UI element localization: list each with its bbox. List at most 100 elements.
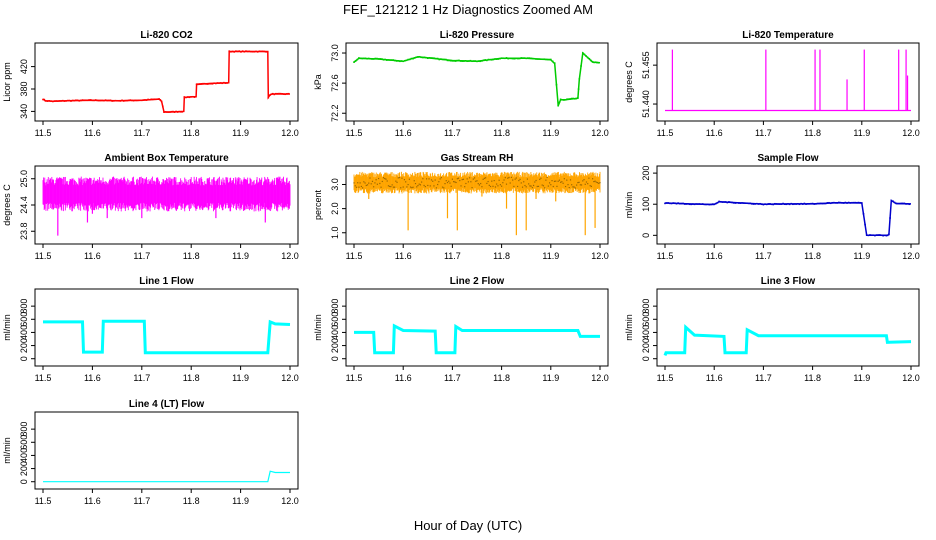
data-point-rh: [380, 186, 382, 188]
data-point-rh: [534, 181, 536, 183]
data-point-rh: [389, 185, 391, 188]
data-point-co2: [208, 82, 211, 85]
data-point-rh: [369, 177, 371, 179]
data-point-pressure: [484, 59, 486, 61]
data-point-rh: [592, 178, 594, 180]
data-point-sample_flow: [731, 201, 734, 204]
data-point-sample_flow: [877, 234, 879, 236]
data-point-pressure: [387, 59, 390, 61]
series-sample_flow: [664, 199, 912, 237]
data-point-co2: [121, 99, 123, 102]
data-point-sample_flow: [741, 202, 743, 204]
data-point-sample_flow: [688, 203, 691, 206]
data-point-co2: [68, 99, 71, 102]
data-point-pressure: [487, 58, 490, 61]
data-point-rh: [566, 179, 568, 181]
data-point-sample_flow: [790, 202, 793, 205]
data-point-rh: [440, 176, 442, 179]
x-tick-label-line2: 11.6: [395, 373, 412, 383]
data-point-co2: [202, 82, 204, 85]
y-tick-label-line3: 0: [641, 356, 651, 361]
data-point-rh: [411, 187, 413, 189]
x-tick-label-line4: 11.7: [133, 496, 150, 506]
data-point-rh: [497, 185, 499, 187]
data-point-pressure: [407, 58, 409, 61]
data-point-sample_flow: [664, 202, 666, 205]
data-point-co2: [260, 50, 262, 53]
data-point-rh: [385, 178, 387, 180]
data-line-sample_flow: [664, 199, 912, 237]
data-point-sample_flow: [767, 203, 770, 205]
data-point-co2: [195, 83, 198, 85]
data-point-co2: [185, 96, 187, 99]
data-point-co2: [93, 99, 95, 102]
data-point-pressure: [522, 57, 524, 59]
data-point-pressure: [464, 60, 467, 62]
data-point-pressure: [361, 57, 363, 60]
data-point-pressure: [545, 58, 547, 61]
data-point-sample_flow: [800, 202, 802, 205]
data-point-co2: [122, 100, 125, 102]
y-tick-label-box_temperature: 23.8: [19, 222, 29, 240]
y-axis-label-co2: Licor ppm: [2, 62, 12, 102]
data-point-co2: [166, 111, 168, 113]
x-tick-label-sample_flow: 11.5: [657, 251, 674, 261]
x-tick-label-li820_temperature: 11.9: [853, 128, 870, 138]
data-point-pressure: [548, 58, 550, 61]
data-point-co2: [263, 50, 266, 53]
panel-pressure: Li-820 Pressure kPa 11.5 11.6 11.7 11.8 11.9 12…: [313, 30, 609, 138]
series-line4: [43, 470, 290, 483]
data-point-rh: [512, 179, 514, 181]
x-tick-label-co2: 11.6: [84, 128, 101, 138]
x-tick-label-line2: 11.8: [493, 373, 510, 383]
y-axis-label-line4: ml/min: [2, 437, 12, 464]
data-point-pressure: [507, 57, 509, 60]
data-point-co2: [265, 51, 267, 53]
data-point-pressure: [497, 58, 500, 60]
data-point-pressure: [570, 97, 573, 100]
data-point-rh: [564, 185, 567, 188]
data-point-rh: [487, 180, 489, 183]
data-point-rh: [572, 186, 574, 188]
x-tick-label-pressure: 12.0: [591, 128, 609, 138]
data-point-rh: [421, 181, 423, 183]
data-point-co2: [86, 99, 89, 102]
y-tick-label-line3: 200: [641, 338, 651, 353]
data-point-sample_flow: [867, 234, 870, 237]
data-point-co2: [192, 95, 194, 98]
data-point-rh: [507, 177, 509, 179]
data-point-co2: [134, 99, 137, 102]
data-point-rh: [483, 177, 485, 179]
data-point-sample_flow: [783, 203, 786, 206]
data-point-co2: [161, 105, 164, 108]
data-point-rh: [434, 179, 436, 181]
data-point-co2: [61, 99, 64, 102]
data-point-rh: [441, 186, 444, 188]
data-point-sample_flow: [723, 201, 725, 203]
data-point-rh: [435, 187, 438, 189]
data-point-co2: [210, 82, 212, 85]
data-point-pressure: [402, 60, 404, 63]
data-point-co2: [269, 94, 272, 96]
data-point-pressure: [420, 56, 423, 59]
data-point-co2: [278, 92, 280, 95]
data-point-sample_flow: [728, 201, 730, 203]
data-point-co2: [109, 99, 112, 102]
data-point-pressure: [469, 59, 472, 62]
data-point-rh: [576, 184, 578, 186]
data-point-rh: [365, 184, 367, 187]
data-point-pressure: [580, 65, 582, 67]
x-tick-label-co2: 11.5: [35, 128, 52, 138]
x-tick-label-line1: 11.8: [183, 373, 200, 383]
panel-box_temperature: Ambient Box Temperature degrees C 11.5 11.6…: [2, 153, 299, 261]
data-point-sample_flow: [733, 202, 735, 204]
data-point-sample_flow: [815, 203, 817, 205]
data-point-rh: [563, 178, 565, 180]
data-point-co2: [223, 81, 225, 84]
x-tick-label-co2: 11.8: [183, 128, 200, 138]
data-point-co2: [127, 99, 130, 102]
data-point-co2: [145, 99, 148, 101]
data-point-rh: [466, 178, 468, 180]
panel-title-sample_flow: Sample Flow: [757, 153, 818, 164]
data-point-sample_flow: [852, 201, 855, 204]
